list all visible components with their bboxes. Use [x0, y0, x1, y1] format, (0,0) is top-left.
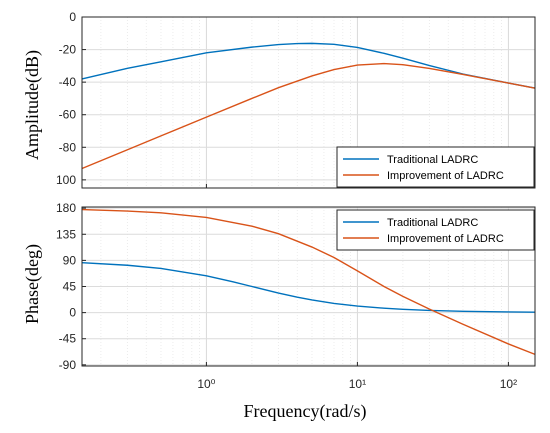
legend-label-2: Improvement of LADRC	[387, 170, 504, 182]
series-line-1	[81, 42, 536, 89]
x-tick-label: 10⁰	[197, 377, 215, 391]
y-tick-label: -80	[59, 140, 77, 154]
y-tick-label: 90	[63, 253, 77, 267]
magnitude-y-axis-label: Amplitude(dB)	[22, 50, 43, 160]
phase-y-axis-label: Phase(deg)	[22, 244, 43, 324]
legend-label-1: Traditional LADRC	[387, 154, 478, 166]
y-tick-label: -20	[59, 43, 77, 57]
y-tick-label: 0	[69, 306, 76, 320]
y-tick-label: 180	[56, 201, 76, 215]
legend-box	[336, 209, 535, 251]
phase-panel: 180 135 90 45 0 -45 -90 10⁰ 10¹ 10² Traditional LA…	[56, 201, 536, 391]
legend-label-2: Improvement of LADRC	[387, 233, 504, 245]
y-tick-label: -60	[59, 108, 77, 122]
series-line-2	[81, 62, 536, 170]
y-tick-label: 135	[56, 227, 76, 241]
series-line-2	[81, 208, 536, 356]
legend: Traditional LADRC Improvement of LADRC	[336, 146, 535, 188]
y-tick-label: -90	[59, 358, 77, 372]
legend-label-1: Traditional LADRC	[387, 217, 478, 229]
y-tick-label: 100	[56, 173, 76, 187]
x-tick-label: 10¹	[349, 377, 366, 391]
x-tick-label: 10²	[500, 377, 517, 391]
y-tick-label: 0	[69, 10, 76, 24]
series-line-1	[81, 262, 536, 313]
y-tick-label: -45	[59, 332, 77, 346]
y-tick-label: 45	[63, 280, 77, 294]
legend-box	[336, 146, 535, 188]
legend: Traditional LADRC Improvement of LADRC	[336, 209, 535, 251]
x-axis-label: Frequency(rad/s)	[244, 401, 367, 422]
axes-box	[81, 16, 536, 189]
magnitude-panel: 0 -20 -40 -60 -80 100 Traditional LADRC Improve…	[56, 10, 536, 189]
y-tick-label: -40	[59, 75, 77, 89]
